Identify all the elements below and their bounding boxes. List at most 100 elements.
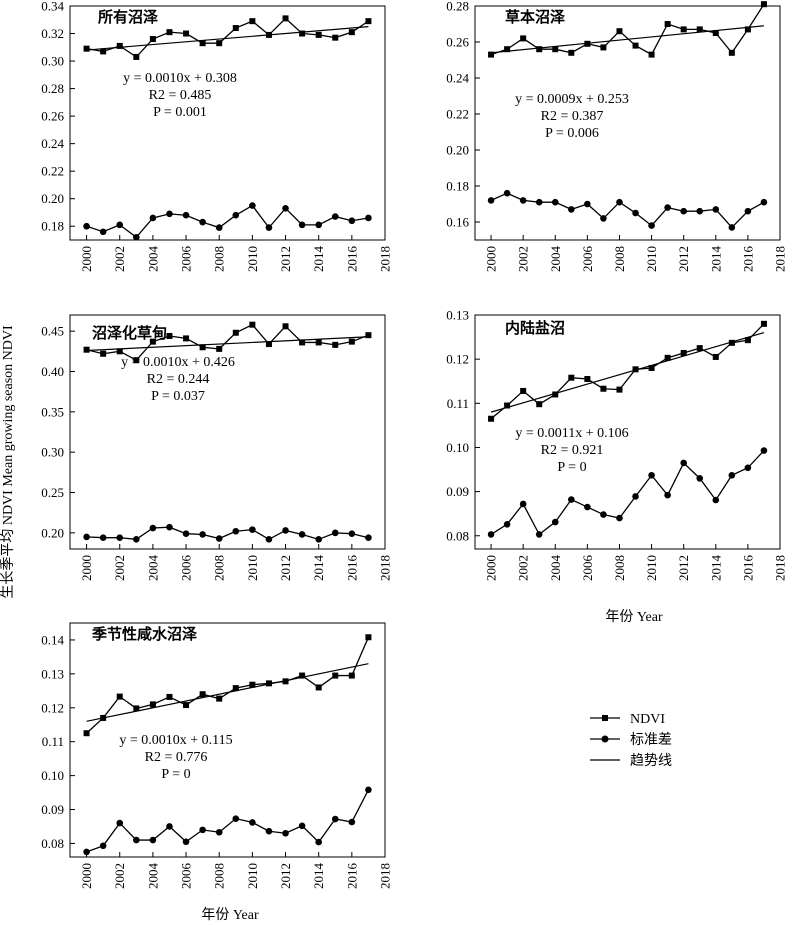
ndvi-point	[265, 680, 272, 687]
x-tick-label: 2014	[311, 555, 326, 582]
x-tick-label: 2018	[378, 246, 393, 272]
x-tick-label: 2000	[79, 555, 94, 581]
x-tick-label: 2000	[79, 863, 94, 889]
y-tick-label: 0.32	[41, 26, 64, 41]
series-line-ndvi	[490, 323, 765, 420]
series-line-std	[86, 526, 369, 541]
std-point	[83, 222, 90, 230]
x-tick-label: 2014	[311, 863, 326, 890]
ndvi-point	[504, 402, 511, 409]
ndvi-point	[365, 18, 372, 25]
std-point	[116, 819, 124, 827]
legend-std-label: 标准差	[630, 732, 672, 748]
std-point	[365, 534, 372, 542]
ndvi-point	[216, 40, 223, 47]
std-point	[616, 514, 623, 522]
ndvi-point	[744, 337, 751, 344]
x-tick-label: 2008	[212, 555, 227, 581]
std-point	[616, 198, 623, 206]
std-point	[535, 198, 543, 206]
ndvi-point	[249, 681, 256, 688]
panel-title: 内陆盐沼	[505, 319, 565, 337]
ndvi-point	[216, 695, 223, 702]
std-point	[648, 222, 655, 229]
std-point	[315, 838, 322, 846]
std-point	[282, 527, 289, 534]
y-tick-label: 0.14	[41, 632, 64, 647]
ndvi-point	[183, 702, 190, 709]
trend-line	[490, 25, 765, 54]
std-point	[315, 221, 322, 229]
std-point	[182, 211, 190, 219]
std-point	[199, 826, 206, 834]
chart-panel: 0.16 0.18 0.20 0.22 0.24 0.26 0.28 2000 2002 2004…	[446, 0, 787, 272]
x-tick-label: 2004	[145, 555, 160, 582]
std-point	[149, 524, 157, 532]
y-tick-label: 0.13	[41, 666, 64, 681]
x-tick-label: 2008	[212, 863, 227, 889]
ndvi-point	[712, 30, 719, 36]
x-tick-label: 2014	[311, 246, 326, 273]
y-tick-label: 0.35	[41, 404, 64, 419]
x-tick-label: 2010	[644, 555, 659, 581]
std-point	[487, 197, 495, 204]
y-tick-label: 0.13	[446, 308, 469, 323]
std-point	[215, 828, 223, 836]
trend-line	[490, 332, 765, 413]
x-tick-label: 2006	[179, 555, 194, 582]
std-point	[696, 207, 704, 215]
regression-r2: R2 = 0.921	[541, 443, 604, 458]
ndvi-point	[365, 332, 372, 339]
legend: NDVI 标准差 趋势线	[590, 712, 672, 769]
ndvi-point	[348, 29, 355, 36]
regression-r2: R2 = 0.776	[145, 750, 208, 765]
x-tick-label: 2018	[773, 555, 788, 581]
std-point	[232, 211, 240, 219]
y-tick-label: 0.24	[446, 71, 469, 86]
ndvi-point	[249, 18, 256, 25]
y-tick-label: 0.26	[446, 35, 469, 50]
ndvi-point	[568, 374, 575, 381]
ndvi-point	[712, 353, 719, 360]
ndvi-point	[520, 387, 527, 394]
chart-panel: 0.08 0.09 0.10 0.11 0.12 0.13 2000 2002 2004 2006…	[446, 308, 787, 582]
std-point	[182, 530, 190, 537]
x-tick-label: 2012	[278, 863, 293, 889]
ndvi-point	[760, 1, 767, 8]
ndvi-point	[166, 693, 173, 700]
std-point	[584, 503, 591, 511]
ndvi-point	[149, 36, 156, 43]
std-point	[760, 447, 768, 454]
y-tick-label: 0.25	[41, 485, 64, 500]
y-tick-label: 0.28	[446, 0, 469, 14]
y-tick-label: 0.10	[41, 768, 64, 783]
ndvi-point	[616, 28, 623, 35]
x-tick-label: 2000	[484, 555, 499, 581]
ndvi-point	[166, 29, 173, 36]
y-tick-label: 0.10	[446, 440, 469, 455]
x-tick-label: 2016	[344, 246, 359, 273]
ndvi-point	[536, 46, 543, 53]
legend-ndvi-marker	[602, 715, 608, 721]
ndvi-point	[299, 30, 306, 37]
std-point	[568, 206, 575, 213]
ndvi-point	[282, 15, 289, 22]
ndvi-point	[133, 705, 140, 712]
x-tick-label: 2012	[278, 555, 293, 581]
ndvi-point	[315, 339, 322, 346]
x-tick-label: 2012	[278, 246, 293, 272]
plot-frame	[69, 5, 386, 241]
x-tick-label: 2012	[676, 246, 691, 272]
ndvi-point	[232, 685, 239, 692]
std-point	[199, 218, 206, 226]
ndvi-point	[632, 42, 639, 49]
std-point	[133, 233, 140, 241]
x-tick-label: 2016	[344, 863, 359, 890]
std-point	[215, 535, 223, 542]
panel-title: 沼泽化草甸	[92, 324, 167, 342]
std-point	[83, 533, 90, 541]
y-tick-label: 0.22	[41, 164, 64, 179]
ndvi-point	[199, 40, 206, 47]
y-tick-label: 0.26	[41, 109, 64, 124]
y-tick-label: 0.09	[41, 802, 64, 817]
